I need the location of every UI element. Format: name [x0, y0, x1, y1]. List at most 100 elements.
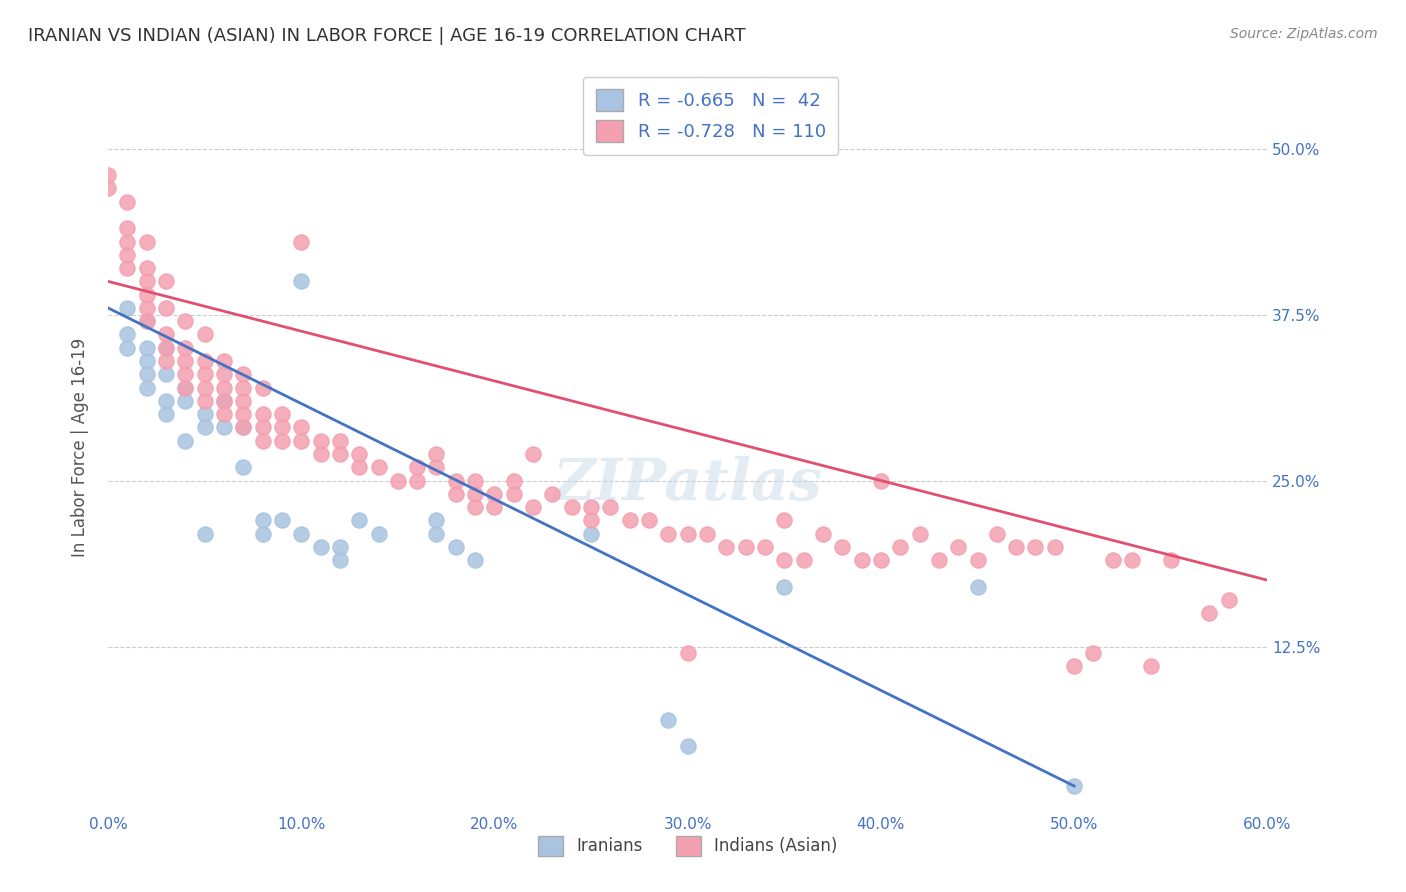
Point: [117, 221, 139, 235]
Point: [194, 420, 217, 434]
Point: [676, 526, 699, 541]
Point: [347, 460, 370, 475]
Point: [232, 393, 254, 408]
Point: [329, 540, 352, 554]
Point: [270, 513, 292, 527]
Point: [484, 487, 506, 501]
Point: [212, 354, 235, 368]
Point: [232, 368, 254, 382]
Point: [194, 381, 217, 395]
Point: [425, 447, 447, 461]
Point: [657, 713, 679, 727]
Point: [444, 474, 467, 488]
Point: [773, 513, 796, 527]
Point: [117, 261, 139, 276]
Point: [638, 513, 661, 527]
Point: [502, 474, 524, 488]
Point: [464, 487, 486, 501]
Point: [252, 526, 274, 541]
Point: [155, 368, 177, 382]
Point: [773, 553, 796, 567]
Point: [309, 434, 332, 448]
Point: [194, 393, 217, 408]
Point: [309, 540, 332, 554]
Point: [579, 526, 602, 541]
Point: [290, 420, 312, 434]
Point: [117, 194, 139, 209]
Point: [155, 274, 177, 288]
Point: [522, 447, 544, 461]
Point: [232, 381, 254, 395]
Point: [174, 354, 197, 368]
Point: [966, 553, 988, 567]
Point: [232, 460, 254, 475]
Point: [290, 526, 312, 541]
Point: [117, 235, 139, 249]
Point: [1083, 646, 1105, 660]
Point: [212, 420, 235, 434]
Point: [212, 393, 235, 408]
Point: [155, 341, 177, 355]
Point: [252, 381, 274, 395]
Point: [194, 327, 217, 342]
Point: [174, 314, 197, 328]
Point: [329, 447, 352, 461]
Point: [946, 540, 969, 554]
Point: [329, 434, 352, 448]
Point: [232, 420, 254, 434]
Point: [1043, 540, 1066, 554]
Point: [464, 553, 486, 567]
Point: [734, 540, 756, 554]
Point: [174, 368, 197, 382]
Point: [329, 553, 352, 567]
Point: [406, 460, 429, 475]
Point: [135, 261, 157, 276]
Point: [174, 341, 197, 355]
Point: [135, 314, 157, 328]
Point: [97, 168, 120, 182]
Point: [676, 646, 699, 660]
Point: [1024, 540, 1046, 554]
Point: [135, 274, 157, 288]
Point: [425, 513, 447, 527]
Point: [561, 500, 583, 515]
Point: [135, 287, 157, 301]
Point: [270, 407, 292, 421]
Point: [155, 354, 177, 368]
Point: [252, 420, 274, 434]
Point: [1140, 659, 1163, 673]
Point: [425, 526, 447, 541]
Point: [155, 301, 177, 315]
Point: [464, 500, 486, 515]
Point: [135, 235, 157, 249]
Point: [1198, 607, 1220, 621]
Point: [425, 460, 447, 475]
Point: [444, 540, 467, 554]
Text: ZIPatlas: ZIPatlas: [553, 456, 823, 512]
Point: [676, 739, 699, 753]
Point: [174, 381, 197, 395]
Point: [97, 181, 120, 195]
Point: [252, 407, 274, 421]
Point: [522, 500, 544, 515]
Point: [696, 526, 718, 541]
Point: [135, 314, 157, 328]
Point: [194, 368, 217, 382]
Point: [870, 474, 893, 488]
Point: [212, 368, 235, 382]
Point: [754, 540, 776, 554]
Point: [367, 526, 389, 541]
Point: [174, 381, 197, 395]
Point: [252, 434, 274, 448]
Point: [347, 513, 370, 527]
Point: [135, 368, 157, 382]
Point: [851, 553, 873, 567]
Point: [657, 526, 679, 541]
Point: [811, 526, 834, 541]
Point: [270, 420, 292, 434]
Point: [1005, 540, 1028, 554]
Point: [117, 301, 139, 315]
Point: [793, 553, 815, 567]
Point: [870, 553, 893, 567]
Point: [986, 526, 1008, 541]
